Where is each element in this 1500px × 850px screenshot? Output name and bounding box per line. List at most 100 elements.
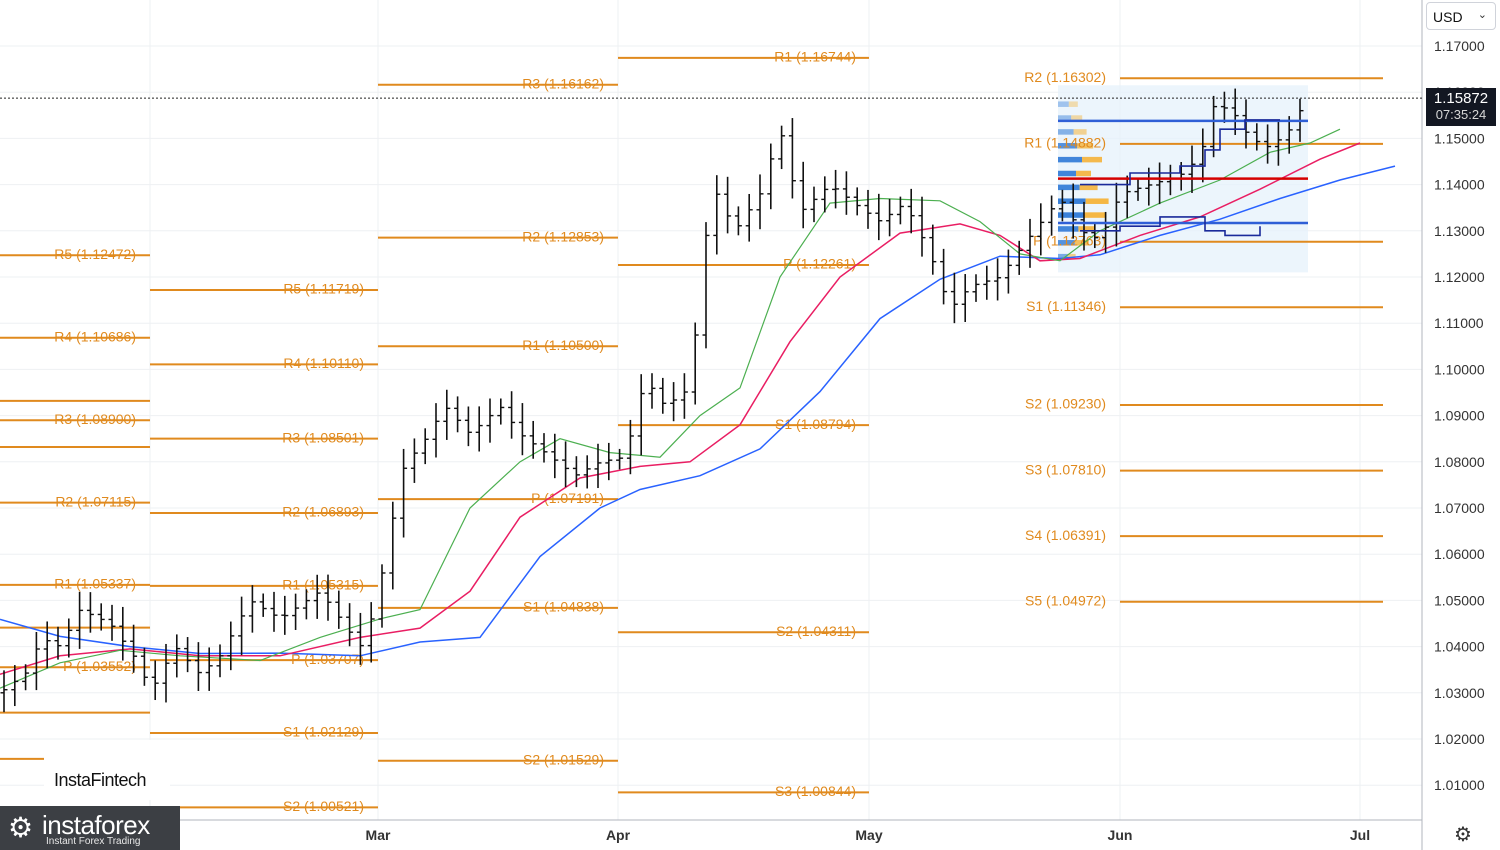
pivot-label: R2 (1.06893): [282, 504, 364, 520]
profile-bar: [1067, 253, 1076, 260]
developing-vah-line: [1080, 119, 1280, 186]
y-tick-label: 1.15000: [1434, 130, 1485, 146]
profile-bar: [1077, 143, 1094, 149]
y-tick-label: 1.02000: [1434, 731, 1485, 747]
ma-slow-line: [0, 165, 1396, 657]
pivot-label: P (1.03552): [63, 658, 136, 674]
pivot-label: R5 (1.11719): [283, 281, 364, 297]
profile-bar: [1058, 253, 1068, 260]
developing-val-line: [1080, 216, 1261, 237]
pivot-label: R1 (1.05315): [282, 577, 364, 593]
profile-bar: [1082, 156, 1102, 163]
profile-bar: [1084, 212, 1107, 218]
y-tick-label: 1.10000: [1434, 361, 1485, 377]
pivot-label: R4 (1.10686): [54, 328, 136, 344]
pivot-label: R3 (1.08900): [54, 411, 136, 427]
pivot-label: P (1.12261): [783, 256, 856, 272]
currency-label: USD: [1433, 9, 1463, 25]
profile-bar: [1058, 170, 1076, 177]
profile-bar: [1058, 212, 1085, 218]
pivot-label: R2 (1.16302): [1024, 69, 1106, 85]
logo-text: InstaFintech: [54, 770, 147, 790]
pivot-label: R1 (1.05337): [54, 576, 136, 592]
y-tick-label: 1.17000: [1434, 38, 1485, 54]
y-tick-label: 1.08000: [1434, 454, 1485, 470]
gear-icon: ⚙: [8, 812, 34, 843]
profile-bar: [1058, 129, 1074, 135]
chevron-down-icon: ⌄: [1477, 9, 1487, 21]
profile-bar: [1058, 240, 1075, 246]
price-bars: [0, 88, 1304, 713]
pivot-label: S4 (1.06391): [1025, 527, 1106, 543]
profile-bar: [1078, 226, 1096, 232]
pivot-label: R1 (1.14882): [1024, 135, 1106, 151]
chart-grid: [0, 0, 1422, 820]
pivot-label: R1 (1.16744): [774, 49, 856, 65]
pivot-label: S1 (1.04838): [523, 599, 604, 615]
profile-bar: [1076, 170, 1091, 177]
pivot-label: S1 (1.11346): [1026, 298, 1106, 314]
pivot-label: S3 (1.07810): [1025, 461, 1106, 477]
current-price: 1.15872: [1433, 90, 1489, 107]
ma-fast-line: [0, 128, 1341, 689]
pivot-label: R3 (1.08501): [282, 429, 364, 445]
pivot-label: P (1.07191): [531, 490, 604, 506]
x-tick-label: Jul: [1350, 827, 1370, 843]
profile-bar: [1058, 143, 1078, 149]
pivot-label: R5 (1.12472): [54, 246, 136, 262]
brand-tagline: Instant Forex Trading: [46, 836, 141, 847]
pivot-label: S2 (1.01529): [523, 751, 604, 767]
pivot-label: R1 (1.10500): [522, 337, 604, 353]
y-tick-label: 1.04000: [1434, 639, 1485, 655]
profile-bar: [1058, 156, 1082, 163]
profile-bar: [1058, 198, 1086, 204]
profile-bar: [1058, 226, 1079, 232]
profile-bar: [1058, 115, 1072, 121]
y-tick-label: 1.13000: [1434, 223, 1485, 239]
y-tick-label: 1.09000: [1434, 408, 1485, 424]
bar-countdown: 07:35:24: [1435, 107, 1487, 122]
pivot-label: S1 (1.08794): [775, 416, 856, 432]
pivot-label: S2 (1.09230): [1025, 396, 1106, 412]
y-tick-label: 1.11000: [1434, 315, 1484, 331]
pivot-label: R4 (1.10110): [283, 355, 364, 371]
profile-bar: [1085, 198, 1109, 204]
pivot-label: P (1.12763): [1033, 232, 1106, 248]
currency-select[interactable]: USD ⌄: [1426, 2, 1496, 30]
profile-bar: [1058, 184, 1080, 191]
instafintech-logo: InstaFintech: [44, 740, 170, 800]
pivot-label: S5 (1.04972): [1025, 592, 1106, 608]
pivot-label: R2 (1.07115): [55, 493, 136, 509]
pivot-label: S3 (1.00844): [775, 783, 856, 799]
profile-bar: [1074, 240, 1089, 246]
pivot-label: R2 (1.12853): [522, 228, 604, 244]
pivot-label: S1 (1.02129): [283, 724, 364, 740]
x-tick-label: Apr: [606, 827, 631, 843]
x-tick-label: May: [855, 827, 882, 843]
y-tick-label: 1.12000: [1434, 269, 1485, 285]
y-tick-label: 1.05000: [1434, 592, 1485, 608]
profile-bar: [1058, 101, 1069, 107]
moving-averages: [0, 128, 1396, 689]
profile-bar: [1073, 129, 1087, 135]
profile-bar: [1068, 101, 1078, 107]
y-tick-label: 1.14000: [1434, 177, 1485, 193]
pivot-label: R3 (1.16162): [522, 75, 604, 91]
y-tick-label: 1.01000: [1434, 777, 1485, 793]
y-tick-label: 1.07000: [1434, 500, 1485, 516]
brand-name: instaforex: [42, 810, 150, 840]
settings-icon[interactable]: ⚙: [1454, 824, 1472, 846]
y-tick-label: 1.06000: [1434, 546, 1485, 562]
x-tick-label: Jun: [1108, 827, 1133, 843]
current-price-badge: 1.15872 07:35:24: [1426, 88, 1496, 126]
pivot-label: S2 (1.04311): [776, 623, 856, 639]
profile-bar: [1079, 184, 1098, 191]
pivot-levels: R5 (1.12472) R4 (1.10686) R3 (1.08900) R2 (…: [0, 49, 1383, 814]
profile-levels: [1058, 119, 1308, 237]
instaforex-brand: ⚙ instaforex Instant Forex Trading: [0, 806, 180, 850]
x-tick-label: Mar: [366, 827, 391, 843]
y-tick-label: 1.03000: [1434, 685, 1485, 701]
ma-mid-line: [0, 142, 1361, 676]
pivot-label: S2 (1.00521): [283, 798, 364, 814]
